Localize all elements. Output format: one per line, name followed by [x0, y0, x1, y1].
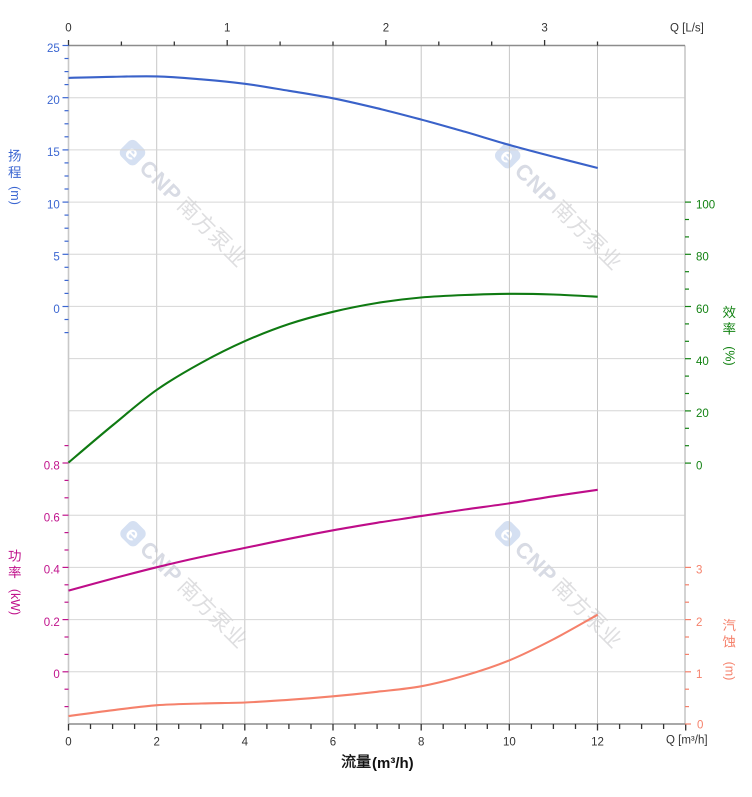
svg-text:0: 0 [53, 304, 59, 316]
svg-text:3: 3 [696, 565, 702, 577]
svg-text:8: 8 [418, 737, 424, 749]
svg-text:0: 0 [697, 719, 703, 731]
svg-text:Q [L/s]: Q [L/s] [670, 23, 704, 35]
svg-text:10: 10 [503, 737, 516, 749]
svg-text:80: 80 [696, 252, 709, 264]
svg-text:1: 1 [696, 669, 702, 681]
svg-text:2: 2 [696, 617, 702, 629]
svg-text:0: 0 [53, 669, 59, 681]
svg-text:0.6: 0.6 [44, 513, 60, 525]
svg-text:1: 1 [224, 23, 230, 35]
svg-text:20: 20 [696, 408, 709, 420]
svg-text:3: 3 [541, 23, 547, 35]
svg-text:0: 0 [696, 460, 702, 472]
svg-text:0.4: 0.4 [44, 565, 61, 577]
svg-text:40: 40 [696, 356, 709, 368]
svg-text:0.8: 0.8 [44, 460, 60, 472]
svg-text:(kW): (kW) [8, 589, 22, 615]
svg-text:0: 0 [65, 737, 71, 749]
svg-text:15: 15 [47, 147, 60, 159]
svg-text:0: 0 [65, 23, 71, 35]
svg-text:2: 2 [153, 737, 159, 749]
svg-text:100: 100 [696, 199, 715, 211]
svg-text:(m): (m) [8, 186, 22, 205]
svg-text:6: 6 [330, 737, 336, 749]
svg-text:25: 25 [47, 43, 60, 55]
svg-text:5: 5 [53, 252, 59, 264]
svg-text:2: 2 [383, 23, 389, 35]
svg-text:(%): (%) [723, 346, 737, 365]
svg-text:0.2: 0.2 [44, 617, 60, 629]
svg-text:4: 4 [242, 737, 249, 749]
svg-text:10: 10 [47, 199, 60, 211]
svg-text:12: 12 [591, 737, 604, 749]
svg-text:Q [m³/h]: Q [m³/h] [666, 735, 708, 747]
svg-text:20: 20 [47, 95, 60, 107]
svg-text:60: 60 [696, 304, 709, 316]
svg-text:(m³/h): (m³/h) [372, 755, 414, 772]
svg-text:(m): (m) [723, 662, 737, 681]
